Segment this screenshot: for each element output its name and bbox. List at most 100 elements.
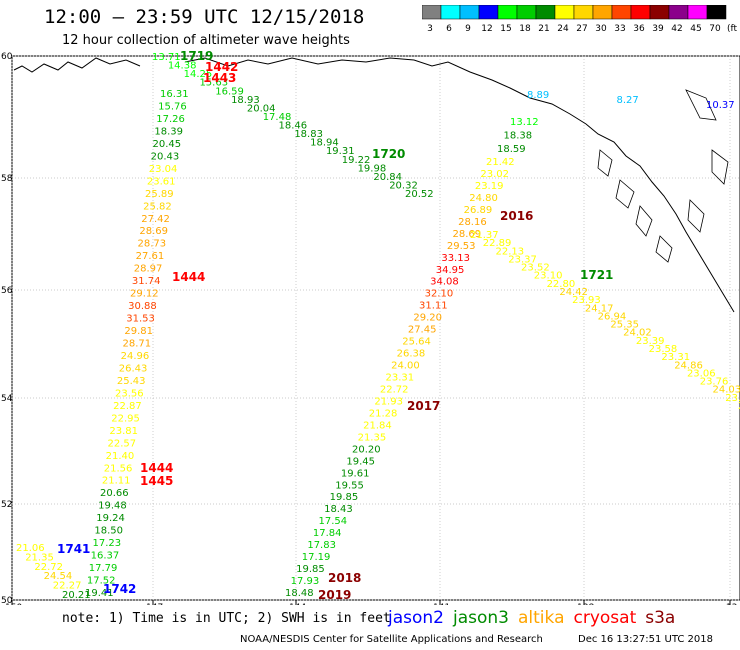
wave-height-label: 23.93	[572, 295, 601, 306]
time-label: 1444	[140, 461, 173, 475]
time-label: 1719	[180, 49, 213, 63]
wave-height-label: 23.76	[700, 377, 729, 388]
satellite-legend: jason2 jason3 altika cryosat s3a	[388, 608, 684, 628]
wave-height-label: 17.93	[291, 576, 320, 587]
island-outline	[687, 199, 705, 233]
wave-height-label: 31.53	[126, 314, 155, 325]
wave-height-label: 17.54	[319, 516, 348, 527]
wave-height-label: 17.26	[156, 114, 185, 125]
wave-height-label: 23	[738, 401, 740, 412]
time-label: 2017	[407, 399, 440, 413]
wave-height-label: 29.12	[130, 289, 159, 300]
island-outline	[655, 235, 673, 263]
wave-height-label: 21.42	[486, 157, 515, 168]
wave-height-label: 23.02	[480, 169, 509, 180]
wave-height-label: 20.45	[153, 139, 182, 150]
wave-height-label: 14.38	[168, 61, 197, 72]
colorbar-tick-label: 33	[614, 24, 625, 34]
lat-label: 52	[1, 500, 12, 510]
wave-height-label: 27.42	[141, 214, 170, 225]
colorbar-tick-label: 36	[633, 24, 645, 34]
wave-height-label: 17.19	[302, 552, 331, 563]
wave-height-label: 28.97	[134, 264, 163, 275]
wave-height-label: 17.83	[307, 540, 336, 551]
colorbar-tick-label: 3	[427, 24, 433, 34]
colorbar-tick-label: 30	[595, 24, 607, 34]
wave-height-label: 19.22	[342, 155, 371, 166]
wave-height-label: 26.38	[397, 349, 426, 360]
island-outline	[615, 179, 635, 209]
colorbar-tick-label: 6	[446, 24, 452, 34]
wave-height-label: 16.59	[215, 86, 244, 97]
wave-height-label: 20.21	[62, 590, 91, 601]
wave-height-label: 29.81	[124, 326, 153, 337]
wave-height-label: 19.24	[96, 513, 125, 524]
wave-height-label: 19.31	[326, 146, 355, 157]
legend-altika: altika	[518, 608, 565, 628]
wave-height-label: 25.82	[143, 201, 172, 212]
island-outline	[685, 89, 717, 121]
lat-label: 54	[1, 394, 13, 404]
credit-text: NOAA/NESDIS Center for Satellite Applica…	[240, 634, 543, 645]
wave-height-label: 24.54	[44, 571, 73, 582]
lat-label: 60	[1, 52, 13, 62]
lon-label: -150	[2, 603, 23, 605]
lat-label: 56	[1, 286, 13, 296]
wave-height-label: 18.46	[279, 121, 308, 132]
wave-height-label: 18.50	[94, 526, 123, 537]
island-outline	[711, 149, 729, 185]
wave-height-label: 24.42	[559, 287, 588, 298]
wave-height-label: 24.02	[623, 328, 652, 339]
legend-jason3: jason3	[453, 608, 509, 628]
wave-height-label: 23.06	[687, 368, 716, 379]
altimeter-map: 60 58 56 54 52 50-150 -147 -144 -141 -138 -13 13.71…	[1, 49, 740, 605]
wave-height-label: 28.16	[458, 217, 487, 228]
colorbar-tick-label: 18	[519, 24, 531, 34]
island-outline	[597, 149, 613, 177]
wave-height-label: 20.52	[405, 189, 434, 200]
legend-s3a: s3a	[645, 608, 676, 628]
wave-height-label: 23.31	[386, 373, 415, 384]
wave-height-label: 16.31	[160, 89, 189, 100]
wave-height-label: 10.37	[706, 100, 735, 111]
wave-height-label: 19.85	[296, 564, 325, 575]
colorbar-swatch	[706, 5, 727, 20]
wave-height-label: 32.10	[425, 289, 454, 300]
wave-height-label: 18.48	[285, 588, 314, 599]
island-outline	[635, 205, 653, 237]
wave-height-label: 22.72	[34, 562, 63, 573]
wave-height-label: 21.84	[363, 420, 392, 431]
wave-height-label: 29.53	[447, 241, 476, 252]
colorbar-tick-label: 12	[481, 24, 492, 34]
lon-label: -138	[574, 603, 595, 605]
lat-label: 50	[1, 596, 13, 605]
wave-height-label: 23.39	[636, 336, 665, 347]
wave-height-label: 8.27	[617, 95, 639, 106]
time-label: 2019	[318, 588, 351, 602]
legend-jason2: jason2	[388, 608, 444, 628]
wave-height-label: 25.35	[610, 320, 639, 331]
wave-height-label: 20.04	[247, 103, 276, 114]
wave-height-label: 31.11	[419, 301, 448, 312]
wave-height-label: 18.83	[294, 129, 323, 140]
colorbar-tick-label: 24	[557, 24, 569, 34]
wave-height-label: 30.88	[128, 301, 157, 312]
wave-height-label: 26.43	[119, 363, 148, 374]
wave-height-label: 22.89	[483, 238, 512, 249]
wave-height-label: 28.71	[123, 339, 152, 350]
wave-height-label: 20.43	[151, 151, 180, 162]
wave-height-label: 15.63	[199, 78, 228, 89]
wave-height-label: 18.38	[504, 131, 533, 142]
wave-height-label: 31.74	[132, 276, 161, 287]
map-title: 12:00 – 23:59 UTC 12/15/2018	[44, 6, 365, 28]
wave-height-label: 13.71	[152, 52, 181, 63]
wave-height-label: 24.80	[469, 193, 498, 204]
wave-height-label: 23.61	[147, 176, 176, 187]
lon-label: -13	[723, 603, 738, 605]
lon-label: -144	[286, 603, 307, 605]
wave-height-label: 21.06	[16, 543, 45, 554]
wave-height-label: 21.28	[369, 408, 398, 419]
wave-height-label: 19.55	[335, 480, 364, 491]
wave-height-label: 21.35	[25, 552, 54, 563]
